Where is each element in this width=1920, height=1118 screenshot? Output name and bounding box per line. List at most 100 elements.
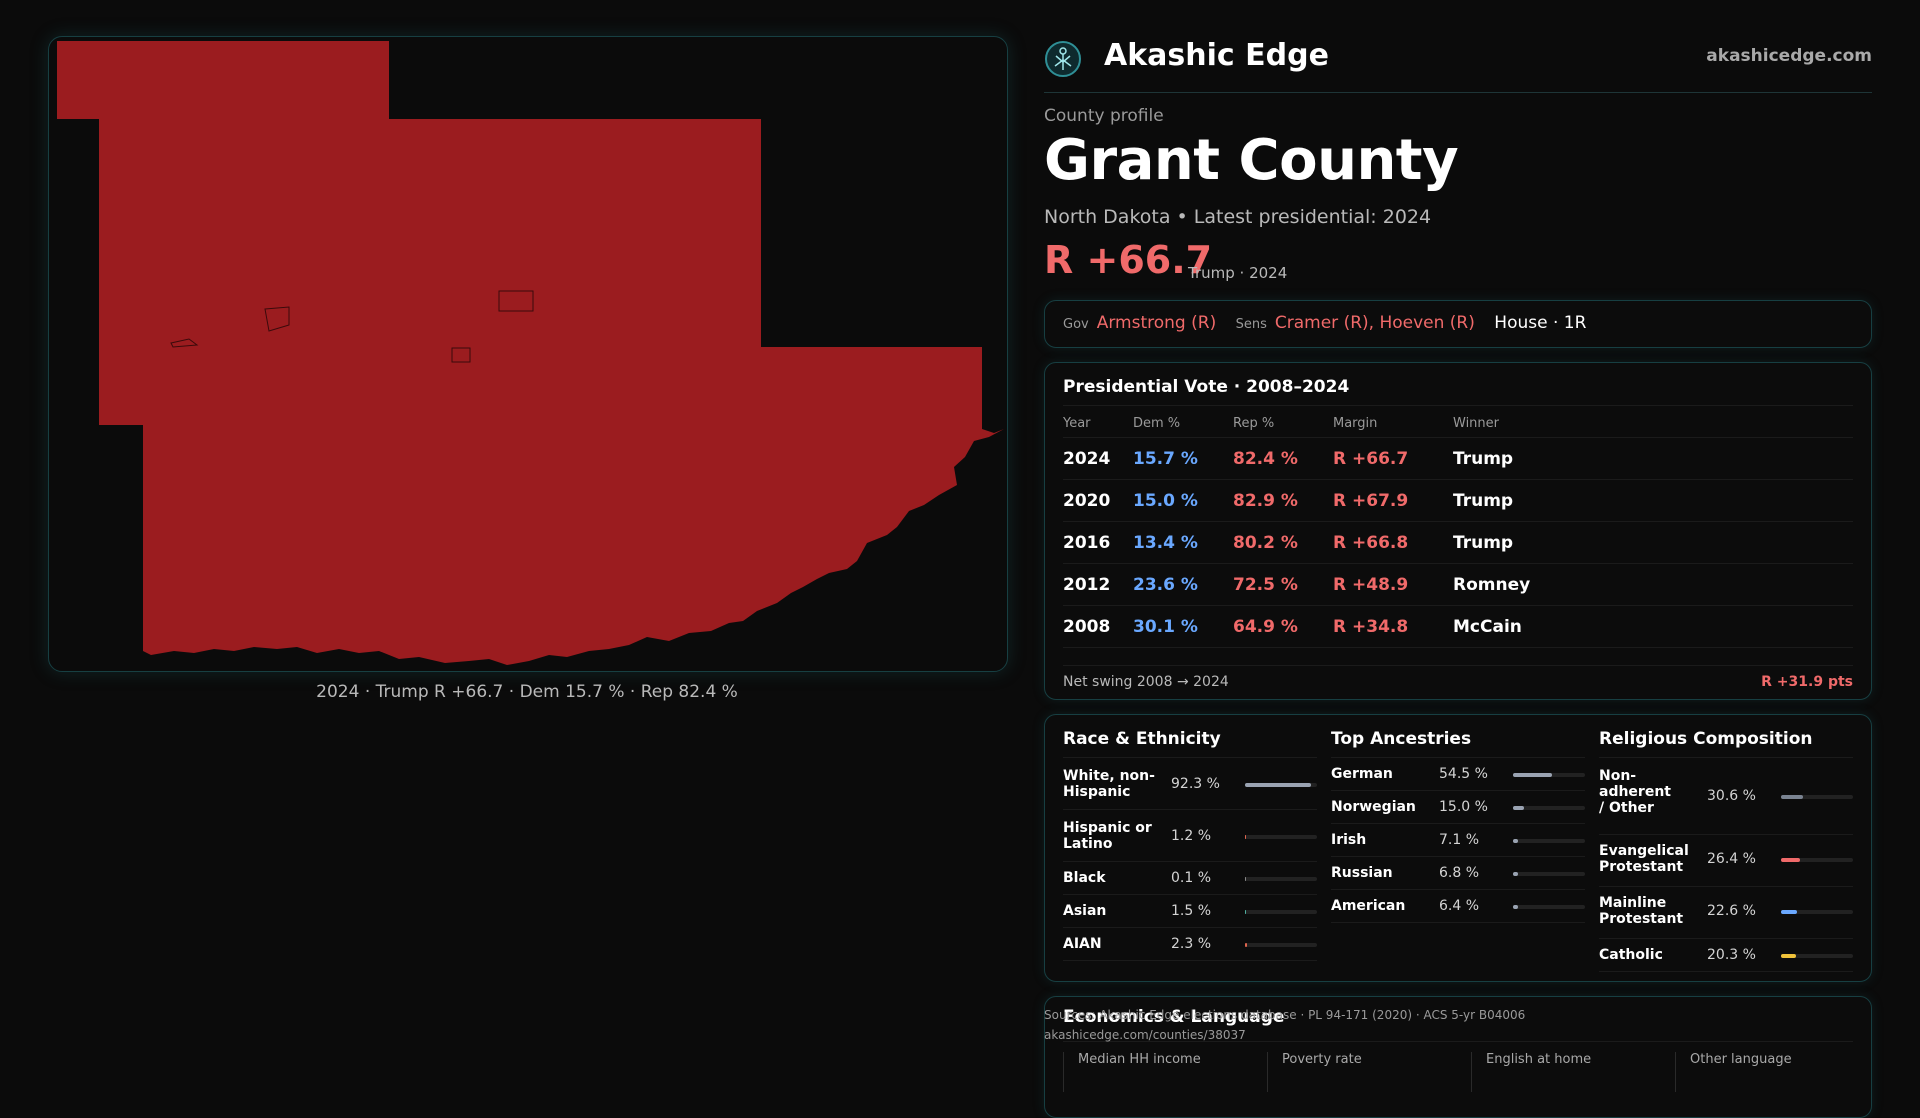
- race-bar-track: [1245, 910, 1317, 914]
- econ-cell-english: English at home: [1471, 1052, 1672, 1092]
- sources-note: Sources: Akashic Edge elections database…: [1044, 1005, 1525, 1045]
- ancestries-title: Top Ancestries: [1331, 729, 1585, 758]
- religion-section: Religious Composition Non-adherent / Oth…: [1599, 729, 1853, 972]
- cell-margin: R +48.9: [1333, 564, 1453, 606]
- cell-margin: R +66.7: [1333, 438, 1453, 480]
- cell-rep: 72.5 %: [1233, 564, 1333, 606]
- cell-rep: 64.9 %: [1233, 606, 1333, 648]
- county-shape[interactable]: [57, 41, 1004, 665]
- ancestries-section: Top Ancestries German 54.5 % Norwegian 1…: [1331, 729, 1585, 923]
- sources-link[interactable]: akashicedge.com/counties/38037: [1044, 1025, 1525, 1045]
- race-pct: 2.3 %: [1171, 936, 1211, 952]
- cell-winner: Trump: [1453, 438, 1853, 480]
- religion-bar-track: [1781, 795, 1853, 799]
- ancestry-bar-track: [1513, 905, 1585, 909]
- table-row[interactable]: 2012 23.6 % 72.5 % R +48.9 Romney: [1063, 564, 1853, 606]
- race-bar-track: [1245, 943, 1317, 947]
- econ-cell-poverty: Poverty rate: [1267, 1052, 1468, 1092]
- religion-bar-track: [1781, 910, 1853, 914]
- ancestry-pct: 6.4 %: [1439, 898, 1479, 914]
- religion-row: Non-adherent / Other 30.6 %: [1599, 758, 1853, 835]
- cell-winner: Romney: [1453, 564, 1853, 606]
- religion-row: Catholic 20.3 %: [1599, 939, 1853, 972]
- ancestry-name: Norwegian: [1331, 799, 1429, 815]
- religion-bar-fill: [1781, 910, 1797, 914]
- ancestry-pct: 54.5 %: [1439, 766, 1488, 782]
- cell-dem: 15.7 %: [1133, 438, 1233, 480]
- race-bar-fill: [1245, 943, 1247, 947]
- cell-year: 2024: [1063, 438, 1133, 480]
- presidential-vote-title: Presidential Vote · 2008–2024: [1063, 377, 1349, 397]
- headline-margin: R +66.7: [1044, 238, 1212, 282]
- race-bar-fill: [1245, 910, 1246, 914]
- table-row[interactable]: 2024 15.7 % 82.4 % R +66.7 Trump: [1063, 438, 1853, 480]
- cell-rep: 82.9 %: [1233, 480, 1333, 522]
- religion-bar-track: [1781, 954, 1853, 958]
- ancestry-bar-track: [1513, 806, 1585, 810]
- ancestry-pct: 6.8 %: [1439, 865, 1479, 881]
- econ-cell-median-income: Median HH income: [1063, 1052, 1264, 1092]
- religion-name: Evangelical Protestant: [1599, 843, 1697, 875]
- cell-dem: 30.1 %: [1133, 606, 1233, 648]
- col-rep: Rep %: [1233, 406, 1333, 438]
- ancestry-bar-track: [1513, 839, 1585, 843]
- religion-name: Mainline Protestant: [1599, 895, 1697, 927]
- race-ethnicity-section: Race & Ethnicity White, non-Hispanic 92.…: [1063, 729, 1317, 961]
- religion-bar-fill: [1781, 858, 1800, 862]
- ancestry-bar-fill: [1513, 773, 1552, 777]
- religion-pct: 26.4 %: [1707, 851, 1756, 867]
- site-link[interactable]: akashicedge.com: [1706, 46, 1872, 66]
- race-bar-track: [1245, 877, 1317, 881]
- net-swing-label: Net swing 2008 → 2024: [1063, 674, 1229, 690]
- table-row[interactable]: 2020 15.0 % 82.9 % R +67.9 Trump: [1063, 480, 1853, 522]
- senators-names: Cramer (R), Hoeven (R): [1275, 313, 1475, 333]
- race-row: White, non-Hispanic 92.3 %: [1063, 758, 1317, 810]
- ancestry-row: Russian 6.8 %: [1331, 857, 1585, 890]
- cell-winner: Trump: [1453, 522, 1853, 564]
- ancestry-row: German 54.5 %: [1331, 758, 1585, 791]
- house-delegation: House · 1R: [1494, 313, 1586, 333]
- ancestry-bar-fill: [1513, 905, 1518, 909]
- religion-pct: 22.6 %: [1707, 903, 1756, 919]
- ancestry-name: Irish: [1331, 832, 1429, 848]
- cell-rep: 80.2 %: [1233, 522, 1333, 564]
- table-row[interactable]: 2016 13.4 % 80.2 % R +66.8 Trump: [1063, 522, 1853, 564]
- profile-kicker: County profile: [1044, 106, 1164, 126]
- county-map-panel[interactable]: [48, 36, 1008, 672]
- ancestry-bar-fill: [1513, 806, 1524, 810]
- col-winner: Winner: [1453, 406, 1853, 438]
- cell-year: 2020: [1063, 480, 1133, 522]
- page-title: Grant County: [1044, 128, 1458, 193]
- table-row[interactable]: 2008 30.1 % 64.9 % R +34.8 McCain: [1063, 606, 1853, 648]
- cell-year: 2008: [1063, 606, 1133, 648]
- ancestry-bar-track: [1513, 773, 1585, 777]
- map-caption: 2024 · Trump R +66.7 · Dem 15.7 % · Rep …: [48, 682, 1006, 702]
- tree-of-life-logo-icon[interactable]: [1044, 40, 1082, 78]
- race-row: Hispanic or Latino 1.2 %: [1063, 810, 1317, 862]
- religion-pct: 30.6 %: [1707, 788, 1756, 804]
- ancestry-bar-track: [1513, 872, 1585, 876]
- sources-line: Sources: Akashic Edge elections database…: [1044, 1005, 1525, 1025]
- race-ethnicity-title: Race & Ethnicity: [1063, 729, 1317, 758]
- race-name: AIAN: [1063, 936, 1161, 952]
- race-bar-track: [1245, 835, 1317, 839]
- cell-year: 2012: [1063, 564, 1133, 606]
- race-name: White, non-Hispanic: [1063, 768, 1161, 800]
- headline-margin-note: Trump · 2024: [1188, 264, 1287, 282]
- religion-row: Evangelical Protestant 26.4 %: [1599, 835, 1853, 887]
- cell-winner: Trump: [1453, 480, 1853, 522]
- religion-pct: 20.3 %: [1707, 947, 1756, 963]
- ancestry-row: American 6.4 %: [1331, 890, 1585, 923]
- ancestry-bar-fill: [1513, 872, 1518, 876]
- race-pct: 1.2 %: [1171, 828, 1211, 844]
- cell-dem: 15.0 %: [1133, 480, 1233, 522]
- economics-cells: Median HH income Poverty rate English at…: [1063, 1041, 1853, 1102]
- ancestry-name: Russian: [1331, 865, 1429, 881]
- ancestry-name: American: [1331, 898, 1429, 914]
- cell-margin: R +66.8: [1333, 522, 1453, 564]
- brand-name[interactable]: Akashic Edge: [1104, 38, 1329, 73]
- net-swing-value: R +31.9 pts: [1761, 674, 1853, 690]
- county-map[interactable]: [49, 37, 1007, 671]
- race-pct: 1.5 %: [1171, 903, 1211, 919]
- race-row: Asian 1.5 %: [1063, 895, 1317, 928]
